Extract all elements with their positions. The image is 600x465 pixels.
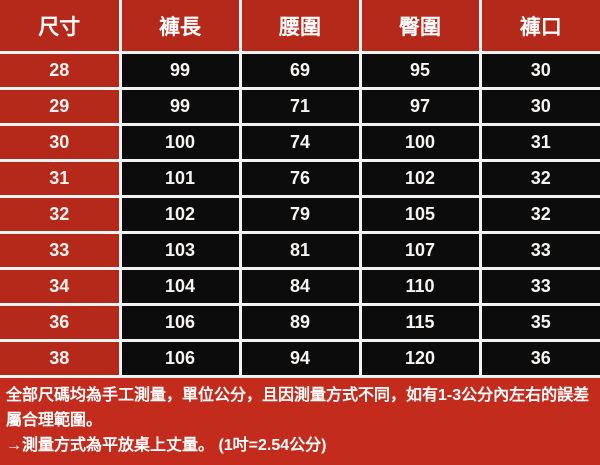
value-cell: 104 bbox=[118, 267, 242, 306]
table-row: 31 101 76 102 32 bbox=[0, 159, 600, 198]
value-cell: 100 bbox=[118, 123, 242, 162]
size-chart-table: 尺寸 褲長 腰圍 臀圍 褲口 28 99 69 95 30 29 99 71 9… bbox=[0, 0, 600, 378]
size-cell: 34 bbox=[0, 267, 122, 306]
size-cell: 33 bbox=[0, 231, 122, 270]
table-row: 29 99 71 97 30 bbox=[0, 87, 600, 126]
value-cell: 33 bbox=[478, 231, 600, 270]
value-cell: 110 bbox=[358, 267, 482, 306]
size-cell: 36 bbox=[0, 303, 122, 342]
column-header-hip: 臀圍 bbox=[358, 0, 482, 54]
value-cell: 33 bbox=[478, 267, 600, 306]
value-cell: 99 bbox=[118, 87, 242, 126]
value-cell: 32 bbox=[478, 159, 600, 198]
column-header-size: 尺寸 bbox=[0, 0, 122, 54]
column-header-leg-opening: 褲口 bbox=[478, 0, 600, 54]
value-cell: 89 bbox=[238, 303, 362, 342]
value-cell: 105 bbox=[358, 195, 482, 234]
value-cell: 106 bbox=[118, 339, 242, 378]
value-cell: 36 bbox=[478, 339, 600, 378]
footnote: 全部尺碼均為手工測量，單位公分，且因測量方式不同，如有1-3公分內左右的誤差屬合… bbox=[0, 378, 600, 458]
value-cell: 100 bbox=[358, 123, 482, 162]
value-cell: 79 bbox=[238, 195, 362, 234]
value-cell: 69 bbox=[238, 51, 362, 90]
value-cell: 76 bbox=[238, 159, 362, 198]
value-cell: 30 bbox=[478, 51, 600, 90]
size-cell: 28 bbox=[0, 51, 122, 90]
footnote-measurement-note: 全部尺碼均為手工測量，單位公分，且因測量方式不同，如有1-3公分內左右的誤差屬合… bbox=[6, 387, 590, 429]
table-row: 38 106 94 120 36 bbox=[0, 339, 600, 378]
table-row: 36 106 89 115 35 bbox=[0, 303, 600, 342]
value-cell: 71 bbox=[238, 87, 362, 126]
value-cell: 84 bbox=[238, 267, 362, 306]
value-cell: 74 bbox=[238, 123, 362, 162]
value-cell: 102 bbox=[118, 195, 242, 234]
column-header-length: 褲長 bbox=[118, 0, 242, 54]
value-cell: 102 bbox=[358, 159, 482, 198]
value-cell: 30 bbox=[478, 87, 600, 126]
footnote-method-note: →測量方式為平放桌上丈量。 (1吋=2.54公分) bbox=[6, 437, 327, 454]
value-cell: 32 bbox=[478, 195, 600, 234]
value-cell: 115 bbox=[358, 303, 482, 342]
value-cell: 101 bbox=[118, 159, 242, 198]
header-row: 尺寸 褲長 腰圍 臀圍 褲口 bbox=[0, 0, 600, 54]
size-cell: 38 bbox=[0, 339, 122, 378]
value-cell: 94 bbox=[238, 339, 362, 378]
value-cell: 99 bbox=[118, 51, 242, 90]
size-cell: 32 bbox=[0, 195, 122, 234]
value-cell: 106 bbox=[118, 303, 242, 342]
table-row: 34 104 84 110 33 bbox=[0, 267, 600, 306]
table-row: 33 103 81 107 33 bbox=[0, 231, 600, 270]
table-row: 28 99 69 95 30 bbox=[0, 51, 600, 90]
value-cell: 95 bbox=[358, 51, 482, 90]
value-cell: 107 bbox=[358, 231, 482, 270]
table-row: 32 102 79 105 32 bbox=[0, 195, 600, 234]
size-cell: 29 bbox=[0, 87, 122, 126]
table-row: 30 100 74 100 31 bbox=[0, 123, 600, 162]
value-cell: 35 bbox=[478, 303, 600, 342]
value-cell: 120 bbox=[358, 339, 482, 378]
size-cell: 30 bbox=[0, 123, 122, 162]
value-cell: 31 bbox=[478, 123, 600, 162]
value-cell: 97 bbox=[358, 87, 482, 126]
column-header-waist: 腰圍 bbox=[238, 0, 362, 54]
value-cell: 81 bbox=[238, 231, 362, 270]
size-cell: 31 bbox=[0, 159, 122, 198]
value-cell: 103 bbox=[118, 231, 242, 270]
